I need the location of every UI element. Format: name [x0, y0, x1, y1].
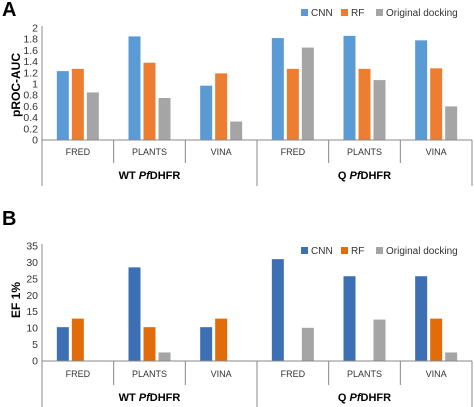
- panel-b-y-axis-label: EF 1%: [9, 282, 23, 318]
- panel-b-axes: [41, 244, 473, 407]
- panel-a-category-label: FRED: [281, 147, 306, 157]
- panel-b-bars: [56, 259, 458, 361]
- panel-a-axes: [41, 26, 473, 186]
- panel-a-y-tick-label: 0.2: [23, 123, 38, 135]
- panel-a-bars: [56, 35, 458, 141]
- panel-b-category-label: PLANTS: [132, 369, 167, 379]
- panel-b-legend-swatch: [341, 247, 348, 254]
- panel-b-y-tick-label: 20: [26, 290, 38, 302]
- panel-a-bar-cnn: [56, 71, 69, 140]
- panel-a-bar-original-docking: [445, 106, 458, 140]
- panel-b-bar-cnn: [343, 276, 356, 361]
- panel-b-y-tick-label: 0: [32, 356, 38, 368]
- panel-b-y-tick-label: 15: [26, 306, 38, 318]
- panel-b-category-label: VINA: [211, 369, 232, 379]
- panel-a-y-tick-label: 0.6: [23, 101, 38, 113]
- panel-b-group-label: WT PfDHFR: [119, 392, 181, 404]
- panel-b-legend-label: Original docking: [386, 246, 458, 257]
- panel-a-y-tick-label: 0.4: [23, 112, 38, 124]
- panel-a-category-label: VINA: [426, 147, 447, 157]
- panel-b-legend-swatch: [301, 247, 308, 254]
- panel-a-y-tick-label: 1.6: [23, 45, 38, 57]
- panel-b-y-ticks: 0 5 10 15 20 25 30 35: [26, 241, 38, 368]
- panel-a-y-axis-label: pROC-AUC: [9, 53, 23, 117]
- panel-b-y-tick-label: 10: [26, 323, 38, 335]
- panel-a-bar-original-docking: [301, 47, 314, 140]
- panel-a-bar-rf: [358, 68, 371, 140]
- panel-b-bar-cnn: [200, 327, 213, 361]
- panel-a-bar-rf: [215, 73, 228, 140]
- panel-b-group-label: Q PfDHFR: [338, 392, 391, 404]
- panel-a-legend-swatch: [341, 9, 348, 16]
- panel-b-category-label: FRED: [281, 369, 306, 379]
- panel-a-y-tick-label: 1: [32, 79, 38, 91]
- panel-b-bar-rf: [143, 327, 156, 361]
- panel-b-bar-cnn: [56, 327, 69, 361]
- panel-b-category-label: FRED: [66, 369, 91, 379]
- panel-b-y-tick-label: 5: [32, 339, 38, 351]
- panel-b-legend-label: RF: [351, 246, 364, 257]
- panel-a-bar-original-docking: [373, 80, 386, 140]
- panel-a-bar-original-docking: [230, 121, 243, 140]
- panel-a-legend-label: CNN: [311, 8, 333, 19]
- panel-a-bar-rf: [143, 62, 156, 140]
- panel-b-y-tick-label: 25: [26, 273, 38, 285]
- panel-b-bar-cnn: [415, 276, 428, 361]
- panel-a-legend-swatch: [301, 9, 308, 16]
- panel-a-letter: A: [2, 0, 16, 21]
- panel-a-y-tick-label: 1.8: [23, 34, 38, 46]
- panel-b-letter: B: [2, 208, 16, 230]
- panel-b-legend-swatch: [376, 247, 383, 254]
- panel-a-legend-label: Original docking: [386, 8, 458, 19]
- panel-a-bar-cnn: [343, 35, 356, 141]
- panel-b-bar-rf: [430, 318, 443, 361]
- panel-a-y-tick-label: 1.2: [23, 67, 38, 79]
- panel-a-y-tick-label: 0.8: [23, 90, 38, 102]
- panel-a-category-label: VINA: [211, 147, 232, 157]
- panel-b-bar-original-docking: [445, 352, 458, 361]
- panel-b-legend-label: CNN: [311, 246, 333, 257]
- panel-a: A pROC-AUC 00.20.40.60.811.21.41.61.82 F…: [2, 0, 473, 186]
- panel-a-legend: CNN RF Original docking: [301, 8, 458, 19]
- panel-a-bar-cnn: [271, 38, 284, 140]
- panel-a-bar-rf: [430, 68, 443, 140]
- panel-b-y-tick-label: 35: [26, 241, 38, 253]
- panel-a-y-ticks: 00.20.40.60.811.21.41.61.82: [23, 23, 38, 147]
- panel-a-category-label: PLANTS: [132, 147, 167, 157]
- panel-b-category-labels: FRED PLANTS VINA FRED PLANTS VINA: [66, 369, 447, 379]
- panel-a-group-label: Q PfDHFR: [338, 170, 391, 182]
- panel-b-bar-cnn: [271, 259, 284, 361]
- panel-b-category-label: PLANTS: [347, 369, 382, 379]
- panel-b-group-labels: WT PfDHFR Q PfDHFR: [119, 392, 392, 404]
- panel-b-y-tick-label: 30: [26, 257, 38, 269]
- panel-a-bar-rf: [286, 68, 299, 140]
- panel-b-bar-rf: [71, 318, 84, 361]
- panel-a-y-tick-label: 1.4: [23, 56, 38, 68]
- panel-a-group-label: WT PfDHFR: [119, 170, 181, 182]
- panel-a-bar-cnn: [128, 36, 141, 140]
- panel-a-group-labels: WT PfDHFR Q PfDHFR: [119, 170, 392, 182]
- panel-b-bar-original-docking: [373, 319, 386, 361]
- panel-b-legend: CNN RF Original docking: [301, 246, 458, 257]
- panel-a-legend-swatch: [376, 9, 383, 16]
- panel-b-bar-cnn: [128, 267, 141, 361]
- panel-a-bar-cnn: [415, 40, 428, 140]
- panel-a-bar-original-docking: [86, 92, 99, 140]
- panel-a-category-label: PLANTS: [347, 147, 382, 157]
- panel-b-category-label: VINA: [426, 369, 447, 379]
- panel-a-y-tick-label: 2: [32, 23, 38, 35]
- panel-a-category-labels: FRED PLANTS VINA FRED PLANTS VINA: [66, 147, 447, 157]
- panel-b-bar-original-docking: [158, 352, 171, 361]
- panel-b-bar-original-docking: [301, 327, 314, 361]
- panel-a-category-label: FRED: [66, 147, 91, 157]
- panel-a-bar-original-docking: [158, 98, 171, 140]
- panel-a-bar-rf: [71, 68, 84, 140]
- panel-b-bar-rf: [215, 318, 228, 361]
- panel-a-bar-cnn: [200, 85, 213, 140]
- panel-a-y-tick-label: 0: [32, 135, 38, 147]
- panel-a-legend-label: RF: [351, 8, 364, 19]
